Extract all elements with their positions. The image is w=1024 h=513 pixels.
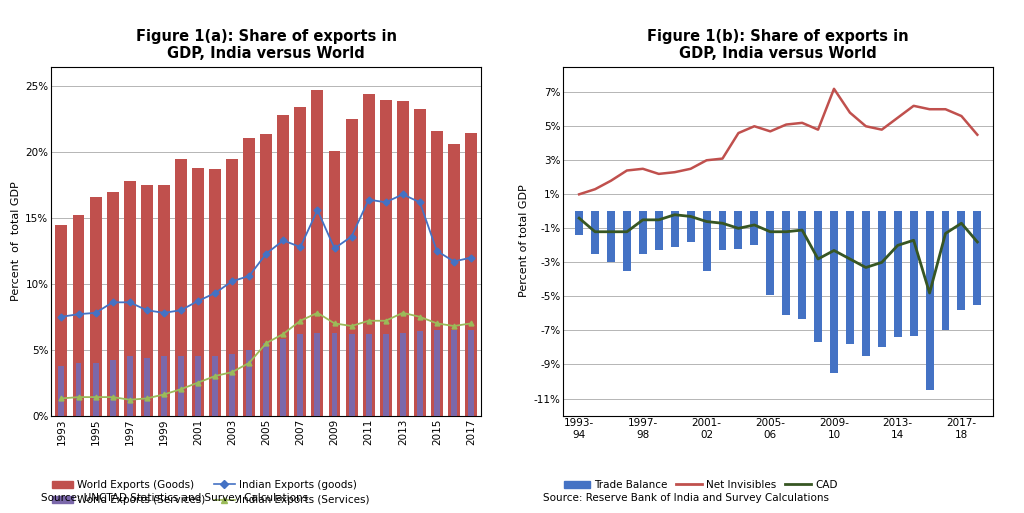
Bar — [380, 100, 391, 416]
Bar — [383, 334, 389, 416]
Legend: World Exports (Goods), World Exports (Services), Indian Exports (goods), Indian : World Exports (Goods), World Exports (Se… — [52, 480, 370, 505]
Bar — [414, 109, 426, 416]
Bar — [76, 363, 82, 416]
Bar — [782, 211, 791, 315]
Bar — [575, 211, 583, 235]
Bar — [212, 357, 218, 416]
Bar — [451, 330, 457, 416]
Bar — [178, 357, 184, 416]
Bar — [623, 211, 631, 271]
Bar — [687, 211, 694, 242]
Bar — [957, 211, 966, 310]
Bar — [92, 363, 98, 416]
Bar — [798, 211, 806, 319]
Title: Figure 1(a): Share of exports in
GDP, India versus World: Figure 1(a): Share of exports in GDP, In… — [136, 29, 396, 62]
Bar — [90, 197, 101, 416]
Bar — [175, 159, 186, 416]
Bar — [909, 211, 918, 336]
Bar — [106, 192, 119, 416]
Bar — [431, 131, 442, 416]
Text: Source: Reserve Bank of India and Survey Calculations: Source: Reserve Bank of India and Survey… — [543, 493, 828, 503]
Bar — [878, 211, 886, 347]
Bar — [434, 330, 440, 416]
Bar — [158, 185, 170, 416]
Bar — [244, 138, 255, 416]
Bar — [766, 211, 774, 294]
Bar — [846, 211, 854, 344]
Bar — [73, 215, 84, 416]
Bar — [366, 334, 372, 416]
Bar — [941, 211, 949, 330]
Bar — [314, 332, 321, 416]
Bar — [607, 211, 615, 262]
Bar — [58, 365, 65, 416]
Bar — [127, 357, 133, 416]
Bar — [143, 358, 150, 416]
Bar — [141, 185, 153, 416]
Bar — [311, 90, 324, 416]
Bar — [468, 330, 474, 416]
Bar — [193, 168, 204, 416]
Bar — [329, 151, 340, 416]
Bar — [260, 134, 272, 416]
Bar — [278, 115, 290, 416]
Bar — [396, 101, 409, 416]
Bar — [332, 332, 338, 416]
Bar — [55, 225, 68, 416]
Bar — [465, 132, 477, 416]
Bar — [281, 339, 287, 416]
Bar — [297, 334, 303, 416]
Bar — [734, 211, 742, 249]
Bar — [447, 144, 460, 416]
Bar — [362, 94, 375, 416]
Bar — [195, 357, 201, 416]
Bar — [345, 120, 357, 416]
Bar — [751, 211, 759, 245]
Bar — [110, 360, 116, 416]
Bar — [814, 211, 822, 342]
Bar — [399, 332, 406, 416]
Bar — [719, 211, 726, 250]
Bar — [926, 211, 934, 390]
Bar — [894, 211, 902, 337]
Bar — [209, 169, 221, 416]
Legend: Trade Balance, Net Invisibles, CAD: Trade Balance, Net Invisibles, CAD — [564, 480, 838, 490]
Bar — [974, 211, 981, 305]
Bar — [348, 334, 354, 416]
Bar — [702, 211, 711, 271]
Bar — [246, 350, 252, 416]
Y-axis label: Percent  of  total GDP: Percent of total GDP — [11, 181, 22, 301]
Bar — [161, 357, 167, 416]
Bar — [654, 211, 663, 250]
Bar — [263, 343, 269, 416]
Bar — [417, 331, 423, 416]
Bar — [671, 211, 679, 247]
Text: Source: UNCTAD Statistics and Survey Calculations: Source: UNCTAD Statistics and Survey Cal… — [41, 493, 308, 503]
Y-axis label: Percent of total GDP: Percent of total GDP — [519, 185, 529, 298]
Bar — [226, 159, 238, 416]
Bar — [591, 211, 599, 254]
Bar — [830, 211, 838, 373]
Bar — [124, 181, 135, 416]
Bar — [229, 353, 236, 416]
Bar — [639, 211, 647, 254]
Bar — [862, 211, 869, 356]
Title: Figure 1(b): Share of exports in
GDP, India versus World: Figure 1(b): Share of exports in GDP, In… — [647, 29, 909, 62]
Bar — [295, 108, 306, 416]
